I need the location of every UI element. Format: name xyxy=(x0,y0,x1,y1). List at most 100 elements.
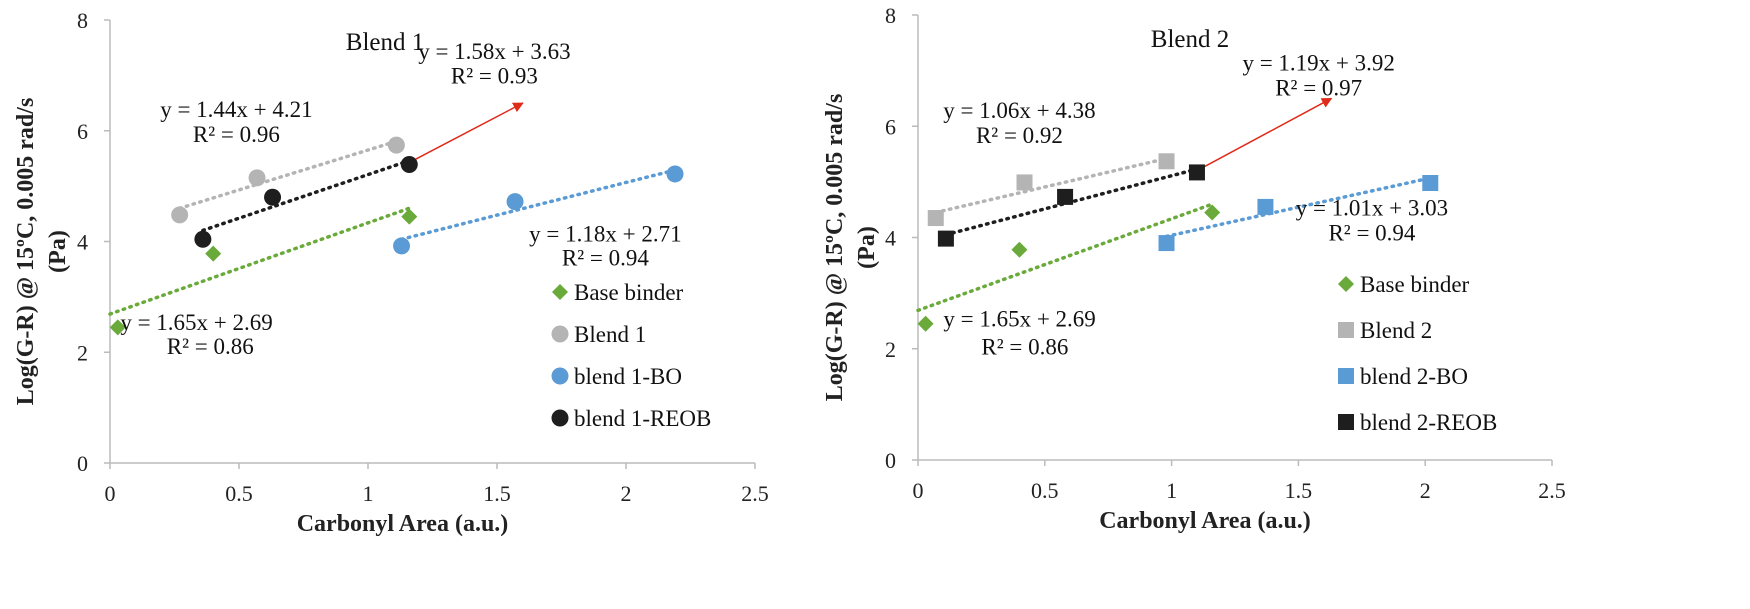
legend-marker-reob xyxy=(551,409,569,427)
legend-label-reob: blend 2-REOB xyxy=(1360,410,1497,435)
x-tick-label: 2 xyxy=(621,481,632,506)
legend-marker-blend xyxy=(551,325,569,343)
legend-marker-base xyxy=(552,284,568,300)
trendline-reob xyxy=(944,167,1199,237)
chart-panel-2: 0 0.5 1 1.5 2 2.5 0 2 4 6 8 Carbonyl Area (a.u.) Log… xyxy=(822,3,1566,534)
x-tick-label: 0 xyxy=(913,478,924,503)
data-point-base xyxy=(1204,204,1221,221)
equation-label: R² = 0.92 xyxy=(976,123,1063,148)
data-point-bo xyxy=(506,193,524,211)
data-point-reob xyxy=(264,188,282,206)
legend-label-base: Base binder xyxy=(1360,272,1470,297)
equation-label: y = 1.44x + 4.21 xyxy=(160,97,312,122)
chart-title: Blend 1 xyxy=(346,29,424,56)
legend-label-blend: Blend 2 xyxy=(1360,318,1432,343)
y-tick-label: 6 xyxy=(77,119,88,144)
y-tick-label: 8 xyxy=(885,3,896,28)
legend-label-blend: Blend 1 xyxy=(574,322,646,347)
equation-label: y = 1.06x + 4.38 xyxy=(943,98,1095,123)
equation-label: R² = 0.94 xyxy=(1328,220,1415,245)
data-point-base xyxy=(1011,241,1028,258)
y-tick-label: 8 xyxy=(77,8,88,33)
y-axis-label-line1: Log(G-R) @ 15ºC, 0.005 rad/s xyxy=(822,94,848,402)
trendline-base xyxy=(108,206,412,316)
legend-marker-blend xyxy=(1338,322,1354,338)
trendline-blend xyxy=(177,139,399,211)
y-tick-label: 0 xyxy=(885,448,896,473)
y-axis-label-line2: (Pa) xyxy=(854,226,880,269)
equation-label: y = 1.65x + 2.69 xyxy=(943,307,1095,332)
data-point-reob xyxy=(194,230,212,248)
x-axis-label: Carbonyl Area (a.u.) xyxy=(297,511,509,537)
x-tick-label: 2.5 xyxy=(741,481,769,506)
legend-marker-base xyxy=(1338,276,1354,292)
trendline-reob xyxy=(201,158,412,233)
legend-label-reob: blend 1-REOB xyxy=(574,406,711,431)
y-tick-label: 4 xyxy=(885,226,896,251)
data-point-reob xyxy=(1188,164,1205,181)
y-axis-label-line2: (Pa) xyxy=(45,230,71,273)
y-tick-label: 4 xyxy=(77,230,88,255)
data-point-reob xyxy=(400,156,418,174)
legend-marker-bo xyxy=(1338,368,1354,384)
data-point-blend xyxy=(1158,153,1175,170)
equation-label: R² = 0.94 xyxy=(562,245,649,270)
data-point-blend xyxy=(927,210,944,227)
data-point-blend xyxy=(171,206,189,224)
chart-panel-1: 0 0.5 1 1.5 2 2.5 0 2 4 6 8 Carbonyl Area (a.u.) Log… xyxy=(13,8,769,537)
y-tick-label: 2 xyxy=(885,337,896,362)
data-point-reob xyxy=(937,230,954,247)
equation-label: R² = 0.96 xyxy=(193,122,280,147)
y-tick-label: 2 xyxy=(77,340,88,365)
equation-label: R² = 0.86 xyxy=(167,334,254,359)
data-point-base xyxy=(205,245,222,262)
x-tick-label: 1 xyxy=(1166,478,1177,503)
annotation-arrow xyxy=(1201,97,1333,169)
x-tick-label: 1.5 xyxy=(1285,478,1313,503)
x-tick-label: 1 xyxy=(363,481,374,506)
equation-label: y = 1.65x + 2.69 xyxy=(120,310,272,335)
data-point-blend xyxy=(1016,174,1033,191)
x-tick-label: 2 xyxy=(1420,478,1431,503)
x-tick-label: 0.5 xyxy=(225,481,253,506)
annotation-arrow xyxy=(411,102,524,162)
trendline-bo xyxy=(399,168,677,242)
y-axis-label: Log(G-R) @ 15ºC, 0.005 rad/s (Pa) xyxy=(13,98,71,406)
y-axis-label: Log(G-R) @ 15ºC, 0.005 rad/s (Pa) xyxy=(822,94,880,402)
legend-marker-bo xyxy=(551,367,569,385)
y-tick-label: 0 xyxy=(77,451,88,476)
equation-label: y = 1.58x + 3.63 xyxy=(418,39,570,64)
legend-label-base: Base binder xyxy=(574,280,684,305)
x-tick-label: 0 xyxy=(105,481,116,506)
x-axis-label: Carbonyl Area (a.u.) xyxy=(1099,508,1311,534)
x-tick-label: 2.5 xyxy=(1538,478,1566,503)
legend-label-bo: blend 1-BO xyxy=(574,364,682,389)
legend-marker-reob xyxy=(1338,414,1354,430)
equation-label: R² = 0.86 xyxy=(981,334,1068,359)
data-point-blend xyxy=(387,136,405,154)
data-point-base xyxy=(917,315,934,332)
y-tick-label: 6 xyxy=(885,114,896,139)
equation-label: R² = 0.93 xyxy=(451,64,538,89)
data-point-blend xyxy=(248,169,266,187)
data-point-bo xyxy=(393,237,411,255)
chart-title: Blend 2 xyxy=(1151,26,1229,53)
x-tick-label: 0.5 xyxy=(1031,478,1059,503)
data-point-base xyxy=(401,208,418,225)
data-point-base xyxy=(109,319,126,336)
y-axis-label-line1: Log(G-R) @ 15ºC, 0.005 rad/s xyxy=(13,98,39,406)
data-point-reob xyxy=(1057,188,1074,205)
data-point-bo xyxy=(666,165,684,183)
x-tick-label: 1.5 xyxy=(483,481,511,506)
trendline-base xyxy=(916,202,1214,313)
data-point-bo xyxy=(1257,198,1274,215)
data-point-bo xyxy=(1158,235,1175,252)
legend-label-bo: blend 2-BO xyxy=(1360,364,1468,389)
data-point-bo xyxy=(1422,174,1439,191)
trendline-blend xyxy=(934,156,1169,215)
equation-label: y = 1.19x + 3.92 xyxy=(1242,51,1394,76)
trendline-bo xyxy=(1164,176,1433,239)
equation-label: y = 1.18x + 2.71 xyxy=(529,222,681,247)
equation-label: y = 1.01x + 3.03 xyxy=(1296,195,1448,220)
